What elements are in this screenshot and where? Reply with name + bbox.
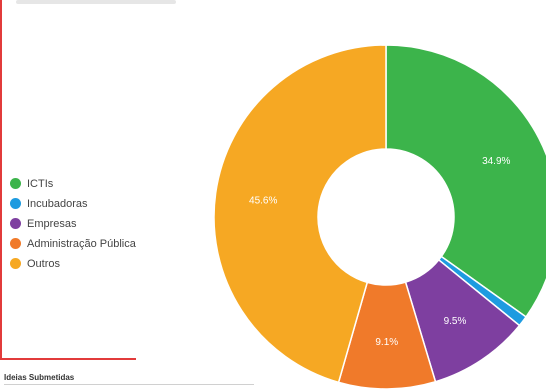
legend-item-incubadoras[interactable]: Incubadoras	[10, 195, 136, 212]
frame-border-bottom	[0, 358, 136, 360]
legend-label: Outros	[27, 257, 61, 270]
slice-data-label: 34.9%	[482, 156, 510, 167]
donut-slice-ictis[interactable]	[385, 44, 546, 318]
legend-swatch	[10, 258, 21, 269]
legend-swatch	[10, 218, 21, 229]
legend-label: Incubadoras	[27, 197, 88, 210]
legend-label: ICTIs	[27, 177, 54, 190]
top-decoration	[16, 0, 176, 4]
legend-item-outros[interactable]: Outros	[10, 255, 136, 272]
donut-slice-outros[interactable]	[213, 44, 387, 384]
legend-item-ictis[interactable]: ICTIs	[10, 175, 136, 192]
legend-label: Administração Pública	[27, 237, 136, 250]
legend-label: Empresas	[27, 217, 77, 230]
legend-item-empresas[interactable]: Empresas	[10, 215, 136, 232]
legend-swatch	[10, 178, 21, 189]
slice-data-label: 9.5%	[444, 316, 467, 327]
slice-data-label: 9.1%	[375, 337, 398, 348]
legend-swatch	[10, 238, 21, 249]
slice-data-label: 45.6%	[249, 196, 277, 207]
section-caption: Ideias Submetidas	[4, 373, 75, 382]
caption-divider	[4, 384, 254, 385]
chart-legend: ICTIs Incubadoras Empresas Administração…	[10, 175, 136, 272]
frame-border-left	[0, 0, 2, 360]
legend-item-administracao-publica[interactable]: Administração Pública	[10, 235, 136, 252]
legend-swatch	[10, 198, 21, 209]
